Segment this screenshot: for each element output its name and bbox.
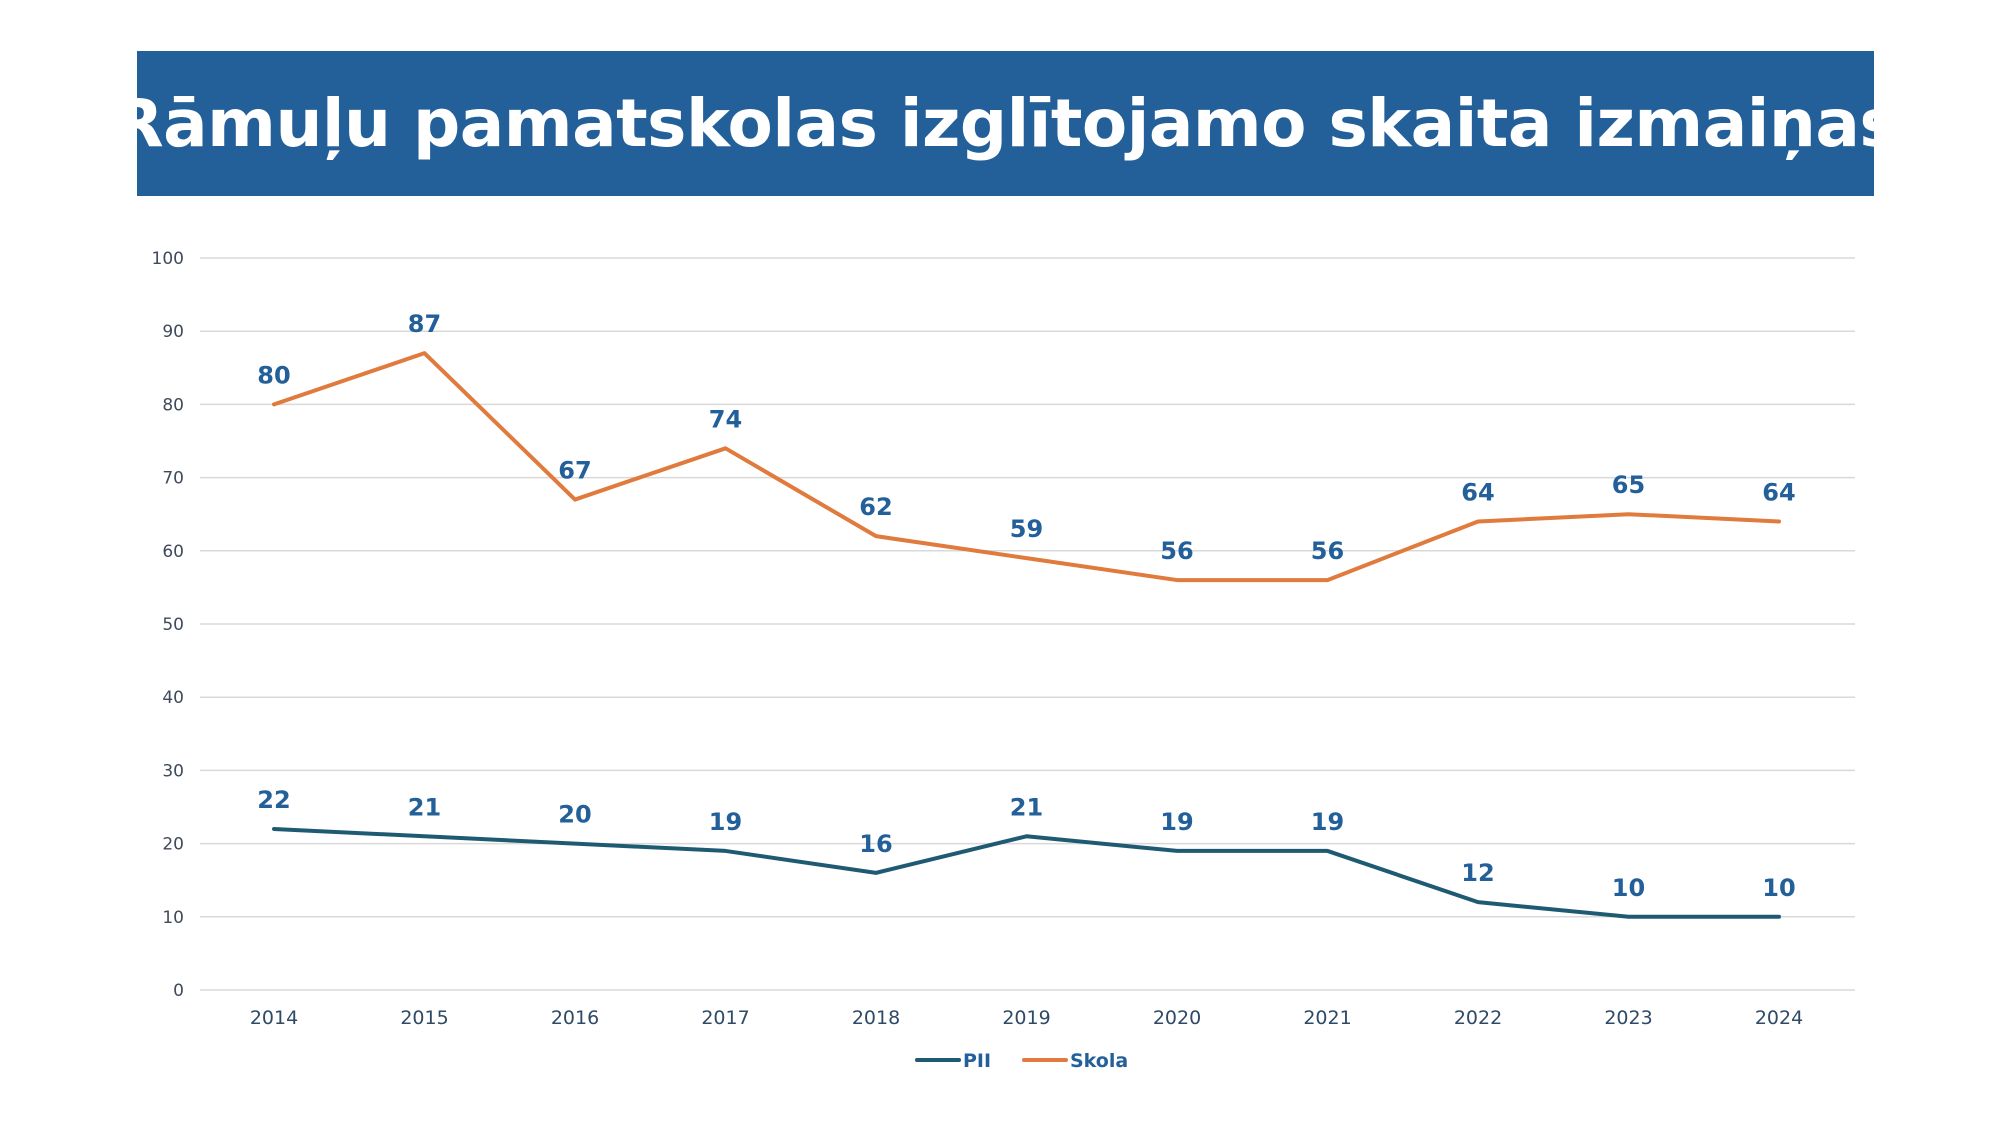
data-label-pii: 12 xyxy=(1461,859,1494,887)
data-label-pii: 19 xyxy=(1311,808,1344,836)
data-label-skola: 67 xyxy=(558,457,591,485)
data-label-skola: 64 xyxy=(1762,479,1795,507)
series-lines xyxy=(272,351,1781,919)
data-label-skola: 56 xyxy=(1311,537,1344,565)
y-tick-label: 90 xyxy=(162,322,184,342)
data-label-skola: 56 xyxy=(1160,537,1193,565)
data-label-skola: 65 xyxy=(1612,471,1645,499)
x-tick-label: 2017 xyxy=(701,1007,749,1029)
legend[interactable]: PII Skola xyxy=(915,1050,1128,1072)
x-axis-ticks: 2014 2015 2016 2017 2018 2019 2020 2021 2022 2023… xyxy=(250,1007,1803,1029)
y-tick-label: 70 xyxy=(162,469,184,489)
title-banner: Rāmuļu pamatskolas izglītojamo skaita iz… xyxy=(113,51,1899,196)
data-label-pii: 16 xyxy=(859,830,892,858)
data-label-skola: 59 xyxy=(1010,515,1043,543)
y-tick-label: 30 xyxy=(162,761,184,781)
y-tick-label: 50 xyxy=(162,615,184,635)
x-tick-label: 2021 xyxy=(1303,1007,1351,1029)
data-label-pii: 19 xyxy=(1160,808,1193,836)
x-tick-label: 2022 xyxy=(1454,1007,1502,1029)
y-tick-label: 60 xyxy=(162,542,184,562)
data-label-pii: 21 xyxy=(1010,793,1043,821)
series-line-skola xyxy=(272,351,1781,583)
y-tick-label: 0 xyxy=(173,981,184,1001)
x-tick-label: 2014 xyxy=(250,1007,298,1029)
y-axis-ticks: 0 10 20 30 40 50 60 70 80 90 100 xyxy=(152,249,184,1001)
data-label-skola: 87 xyxy=(408,310,441,338)
data-label-skola: 62 xyxy=(859,493,892,521)
data-labels: 22 21 20 19 16 21 19 19 12 10 10 80 87 67 74 62 59 56 56 64… xyxy=(257,310,1795,902)
x-tick-label: 2023 xyxy=(1604,1007,1652,1029)
data-label-pii: 10 xyxy=(1612,874,1645,902)
y-tick-label: 80 xyxy=(162,395,184,415)
data-label-pii: 19 xyxy=(709,808,742,836)
legend-item-skola[interactable]: Skola xyxy=(1022,1050,1128,1072)
y-tick-label: 40 xyxy=(162,688,184,708)
data-label-pii: 21 xyxy=(408,793,441,821)
x-tick-label: 2015 xyxy=(400,1007,448,1029)
x-tick-label: 2020 xyxy=(1153,1007,1201,1029)
x-tick-label: 2024 xyxy=(1755,1007,1803,1029)
y-tick-label: 100 xyxy=(152,249,184,269)
legend-label: Skola xyxy=(1070,1050,1128,1072)
x-tick-label: 2019 xyxy=(1002,1007,1050,1029)
series-line-pii xyxy=(272,826,1781,919)
data-label-skola: 80 xyxy=(257,361,290,389)
x-tick-label: 2018 xyxy=(852,1007,900,1029)
legend-item-pii[interactable]: PII xyxy=(915,1050,991,1072)
data-label-skola: 74 xyxy=(709,405,742,433)
chart-title: Rāmuļu pamatskolas izglītojamo skaita iz… xyxy=(112,85,1899,162)
grid-lines xyxy=(200,257,1855,991)
y-tick-label: 10 xyxy=(162,908,184,928)
x-tick-label: 2016 xyxy=(551,1007,599,1029)
data-label-pii: 20 xyxy=(558,801,591,829)
data-label-skola: 64 xyxy=(1461,479,1494,507)
data-label-pii: 10 xyxy=(1762,874,1795,902)
legend-label: PII xyxy=(963,1050,991,1072)
data-label-pii: 22 xyxy=(257,786,290,814)
y-tick-label: 20 xyxy=(162,835,184,855)
